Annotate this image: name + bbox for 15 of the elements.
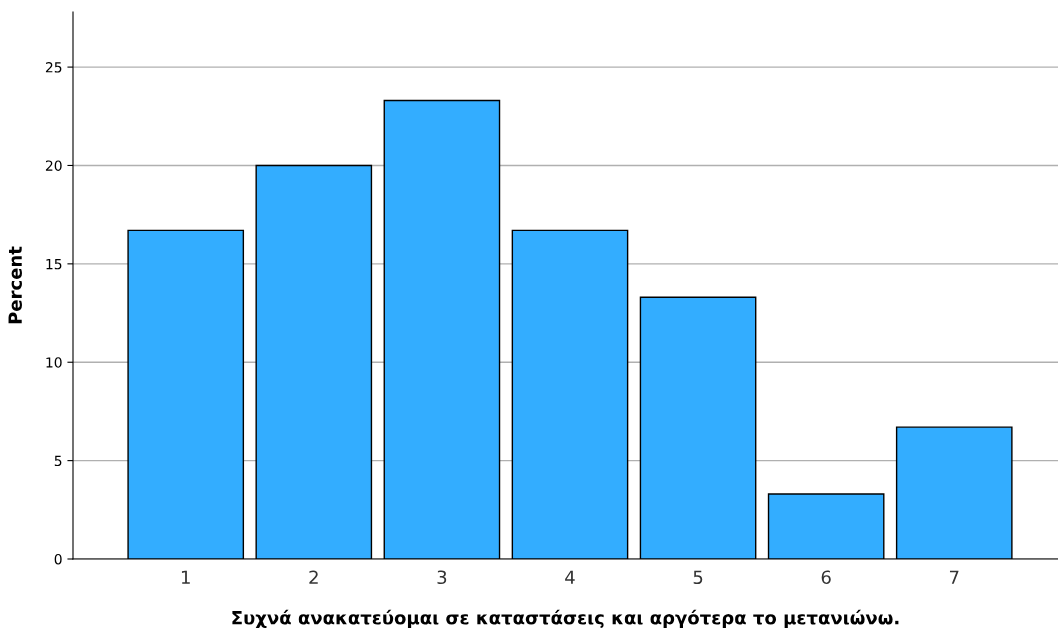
y-tick-label: 15 <box>46 259 62 270</box>
x-axis-title: Συχνά ανακατεύομαι σε καταστάσεις και αργότερα το μετανιώνω. <box>232 609 899 629</box>
x-tick-label: 2 <box>309 570 318 584</box>
x-tick-label: 4 <box>565 570 575 584</box>
y-tick-label: 25 <box>45 62 62 73</box>
x-tick-label: 7 <box>949 570 959 584</box>
x-tick-label: 5 <box>693 570 703 585</box>
y-tick-label: 0 <box>54 553 62 565</box>
x-tick-label: 3 <box>437 570 447 585</box>
y-axis-title: Percent <box>8 246 22 324</box>
x-tick-label: 6 <box>821 570 831 585</box>
y-tick-label: 20 <box>45 160 62 171</box>
y-tick-label: 5 <box>54 455 62 467</box>
x-tick-label: 1 <box>181 570 190 584</box>
y-tick-label: 10 <box>46 357 62 368</box>
